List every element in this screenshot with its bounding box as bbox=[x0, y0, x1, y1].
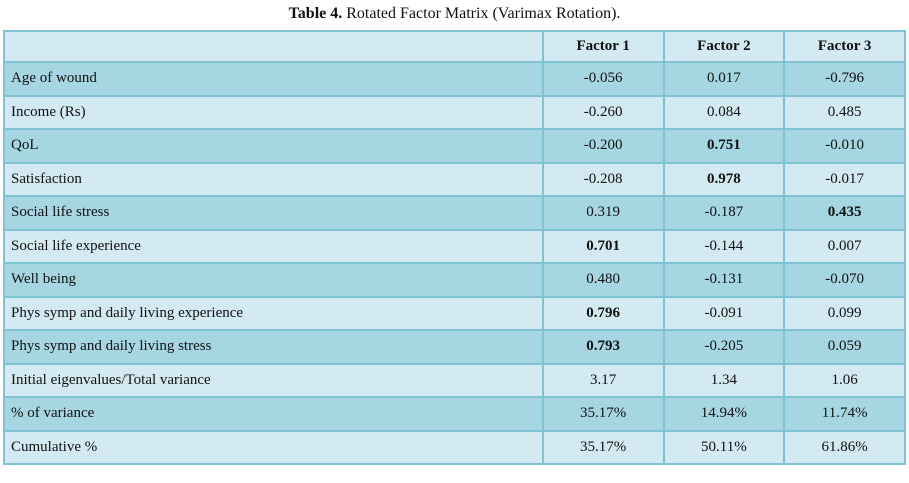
factor-3-value-cell: -0.017 bbox=[783, 161, 906, 197]
factor-3-value-cell: -0.796 bbox=[783, 61, 906, 97]
factor-1-value-cell: -0.208 bbox=[541, 161, 665, 197]
factor-2-value-cell: 0.751 bbox=[662, 128, 786, 164]
factor-2-value-cell: 1.34 bbox=[662, 362, 786, 398]
factor-1-value-cell: 3.17 bbox=[541, 362, 665, 398]
row-label-cell: Satisfaction bbox=[3, 161, 544, 197]
table-body: Age of wound -0.056 0.017 -0.796 Income … bbox=[3, 61, 906, 465]
factor-2-value-cell: -0.205 bbox=[662, 329, 786, 365]
factor-2-value-cell: -0.091 bbox=[662, 295, 786, 331]
factor-1-value-cell: 0.793 bbox=[541, 329, 665, 365]
header-cell-empty bbox=[3, 30, 544, 63]
factor-3-value-cell: 11.74% bbox=[783, 396, 906, 432]
factor-2-value-cell: -0.131 bbox=[662, 262, 786, 298]
table-row: Social life experience 0.701 -0.144 0.00… bbox=[3, 228, 906, 264]
factor-2-value-cell: 0.017 bbox=[662, 61, 786, 97]
table-caption-text: Rotated Factor Matrix (Varimax Rotation)… bbox=[342, 5, 621, 22]
factor-3-value-cell: 0.435 bbox=[783, 195, 906, 231]
factor-1-value-cell: 0.319 bbox=[541, 195, 665, 231]
factor-1-value-cell: 0.480 bbox=[541, 262, 665, 298]
row-label-cell: % of variance bbox=[3, 396, 544, 432]
table-row: Initial eigenvalues/Total variance 3.17 … bbox=[3, 362, 906, 398]
row-label-cell: Phys symp and daily living stress bbox=[3, 329, 544, 365]
row-label-cell: Social life experience bbox=[3, 228, 544, 264]
factor-1-value-cell: -0.200 bbox=[541, 128, 665, 164]
factor-3-value-cell: 0.485 bbox=[783, 94, 906, 130]
row-label-cell: Income (Rs) bbox=[3, 94, 544, 130]
table-row: Satisfaction -0.208 0.978 -0.017 bbox=[3, 161, 906, 197]
factor-3-value-cell: 61.86% bbox=[783, 429, 906, 465]
row-label-cell: Initial eigenvalues/Total variance bbox=[3, 362, 544, 398]
factor-2-value-cell: 14.94% bbox=[662, 396, 786, 432]
table-row: Phys symp and daily living stress 0.793 … bbox=[3, 329, 906, 365]
factor-3-value-cell: 0.059 bbox=[783, 329, 906, 365]
factor-1-value-cell: -0.260 bbox=[541, 94, 665, 130]
row-label-cell: Social life stress bbox=[3, 195, 544, 231]
factor-2-value-cell: 0.084 bbox=[662, 94, 786, 130]
factor-1-value-cell: -0.056 bbox=[541, 61, 665, 97]
table-row: Age of wound -0.056 0.017 -0.796 bbox=[3, 61, 906, 97]
factor-1-value-cell: 0.701 bbox=[541, 228, 665, 264]
table-row: Phys symp and daily living experience 0.… bbox=[3, 295, 906, 331]
table-row: Social life stress 0.319 -0.187 0.435 bbox=[3, 195, 906, 231]
row-label-cell: QoL bbox=[3, 128, 544, 164]
factor-1-value-cell: 35.17% bbox=[541, 429, 665, 465]
table-row: Income (Rs) -0.260 0.084 0.485 bbox=[3, 94, 906, 130]
factor-3-value-cell: 0.007 bbox=[783, 228, 906, 264]
header-cell-factor-3: Factor 3 bbox=[783, 30, 906, 63]
factor-1-value-cell: 35.17% bbox=[541, 396, 665, 432]
factor-2-value-cell: -0.144 bbox=[662, 228, 786, 264]
header-cell-factor-2: Factor 2 bbox=[662, 30, 786, 63]
factor-3-value-cell: -0.070 bbox=[783, 262, 906, 298]
table-row: Cumulative % 35.17% 50.11% 61.86% bbox=[3, 429, 906, 465]
table-row: % of variance 35.17% 14.94% 11.74% bbox=[3, 396, 906, 432]
table-caption: Table 4. Rotated Factor Matrix (Varimax … bbox=[0, 4, 909, 24]
factor-3-value-cell: 0.099 bbox=[783, 295, 906, 331]
table-caption-number: Table 4. bbox=[288, 5, 343, 22]
table-row: QoL -0.200 0.751 -0.010 bbox=[3, 128, 906, 164]
factor-3-value-cell: -0.010 bbox=[783, 128, 906, 164]
factor-2-value-cell: -0.187 bbox=[662, 195, 786, 231]
row-label-cell: Phys symp and daily living experience bbox=[3, 295, 544, 331]
table-header-row: Factor 1 Factor 2 Factor 3 bbox=[3, 30, 906, 63]
factor-2-value-cell: 50.11% bbox=[662, 429, 786, 465]
row-label-cell: Age of wound bbox=[3, 61, 544, 97]
row-label-cell: Cumulative % bbox=[3, 429, 544, 465]
row-label-cell: Well being bbox=[3, 262, 544, 298]
factor-matrix-table: Factor 1 Factor 2 Factor 3 Age of wound … bbox=[3, 30, 906, 465]
header-cell-factor-1: Factor 1 bbox=[541, 30, 665, 63]
factor-2-value-cell: 0.978 bbox=[662, 161, 786, 197]
factor-3-value-cell: 1.06 bbox=[783, 362, 906, 398]
table-row: Well being 0.480 -0.131 -0.070 bbox=[3, 262, 906, 298]
factor-1-value-cell: 0.796 bbox=[541, 295, 665, 331]
